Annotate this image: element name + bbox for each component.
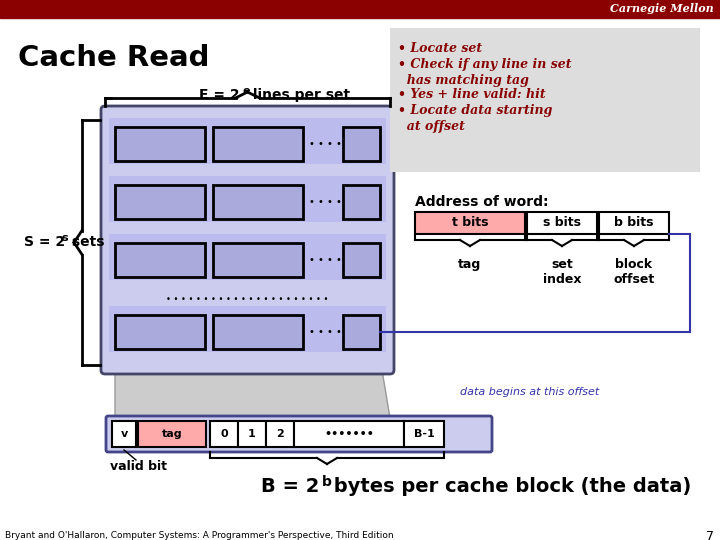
Bar [343,315,380,349]
Text: Bryant and O'Hallaron, Computer Systems: A Programmer's Perspective, Third Editi: Bryant and O'Hallaron, Computer Systems:… [5,531,394,540]
Bar [343,127,380,161]
Bar [294,421,404,447]
Text: 2: 2 [276,429,284,439]
Bar [599,212,669,234]
Text: Carnegie Mellon: Carnegie Mellon [611,3,714,15]
Text: e: e [243,86,250,96]
Text: tag: tag [459,258,482,271]
Text: sets: sets [67,235,104,249]
Text: t bits: t bits [451,217,488,230]
Text: 1: 1 [248,429,256,439]
Text: • • • •: • • • • [309,139,341,149]
Bar [390,28,700,172]
Text: E = 2: E = 2 [199,88,240,102]
Bar [213,243,303,277]
Polygon shape [115,358,390,418]
Text: s: s [61,233,68,243]
Text: 7: 7 [706,530,714,540]
Text: • Locate set: • Locate set [398,42,482,55]
Text: block
offset: block offset [613,258,654,286]
Text: S = 2: S = 2 [24,235,65,249]
Bar [109,176,386,222]
Bar [343,185,380,219]
Bar [210,421,238,447]
Bar [109,234,386,280]
Text: bytes per cache block (the data): bytes per cache block (the data) [327,477,691,496]
Text: tag: tag [162,429,182,439]
Bar [343,243,380,277]
Text: s bits: s bits [543,217,581,230]
Bar [115,127,205,161]
Bar [213,127,303,161]
Text: • Check if any line in set
  has matching tag: • Check if any line in set has matching … [398,58,572,87]
FancyBboxPatch shape [106,416,492,452]
Text: • • • •: • • • • [309,327,341,337]
Text: set
index: set index [543,258,581,286]
Text: • • • •: • • • • [309,255,341,265]
Text: lines per set: lines per set [248,88,350,102]
Text: • • • •: • • • • [309,197,341,207]
Text: B = 2: B = 2 [261,477,319,496]
Bar [213,315,303,349]
Text: • • • • • • • • • • • • • • • • • • • • • •: • • • • • • • • • • • • • • • • • • • • … [166,294,329,303]
FancyBboxPatch shape [101,106,394,374]
Text: valid bit: valid bit [109,460,166,473]
Bar [115,243,205,277]
Text: 0: 0 [220,429,228,439]
Text: data begins at this offset: data begins at this offset [460,387,600,397]
Bar [527,212,597,234]
Text: • Locate data starting
  at offset: • Locate data starting at offset [398,104,552,133]
Text: • Yes + line valid: hit: • Yes + line valid: hit [398,88,546,101]
Text: Address of word:: Address of word: [415,195,549,209]
Text: Cache Read: Cache Read [18,44,210,72]
Text: •••••••: ••••••• [324,429,374,439]
Bar [238,421,266,447]
Bar [112,421,136,447]
Bar [115,315,205,349]
Text: B-1: B-1 [413,429,434,439]
Text: v: v [120,429,127,439]
Bar [266,421,294,447]
Bar [415,212,525,234]
Text: b: b [322,475,332,489]
Bar [138,421,206,447]
Bar [109,118,386,164]
Bar [109,306,386,352]
Bar [115,185,205,219]
Bar [404,421,444,447]
Bar [213,185,303,219]
Text: b bits: b bits [614,217,654,230]
Bar [0,0,720,18]
